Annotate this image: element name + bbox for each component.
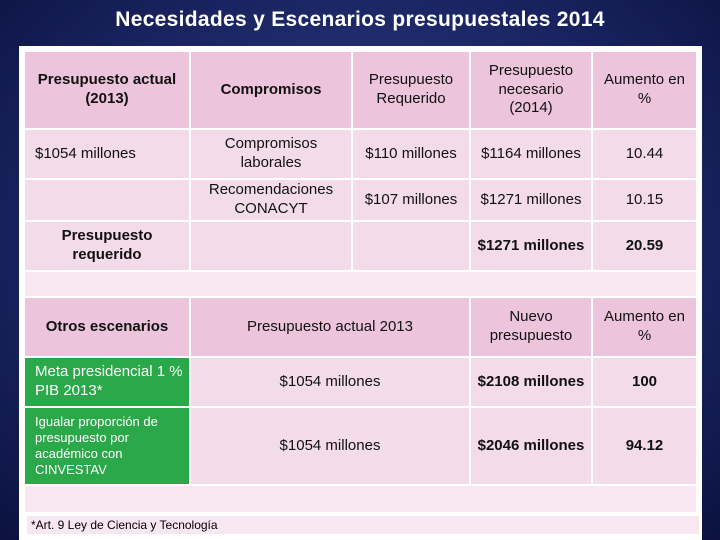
scenario1-new: $2108 millones	[471, 358, 591, 406]
spacer-row	[25, 272, 696, 296]
row2-increase: 10.15	[593, 180, 696, 220]
row1-needed: $1164 millones	[471, 130, 591, 178]
header-new-budget: Nuevo presupuesto	[471, 298, 591, 356]
page-title: Necesidades y Escenarios presupuestales …	[115, 8, 605, 31]
row3-required	[353, 222, 469, 270]
header-required-budget: Presupuesto Requerido	[353, 52, 469, 128]
header-other-scenarios-label: Otros escenarios	[45, 317, 169, 335]
row3-needed: $1271 millones	[471, 222, 591, 270]
scenario1-increase: 100	[593, 358, 696, 406]
row1-increase: 10.44	[593, 130, 696, 178]
scenario2-increase: 94.12	[593, 408, 696, 484]
header-current-2013: Presupuesto actual 2013	[191, 298, 469, 356]
header-commitments: Compromisos	[191, 52, 351, 128]
row2-current-budget	[25, 180, 189, 220]
footnote: *Art. 9 Ley de Ciencia y Tecnología	[27, 516, 699, 534]
row2-required: $107 millones	[353, 180, 469, 220]
scenario1-current: $1054 millones	[191, 358, 469, 406]
header-increase-percent-2: Aumento en %	[593, 298, 696, 356]
row1-current-budget: $1054 millones	[25, 130, 189, 178]
row2-commitment: Recomendaciones CONACYT	[191, 180, 351, 220]
row3-commitment	[191, 222, 351, 270]
row3-label: Presupuesto requerido	[25, 222, 189, 270]
row1-commitment: Compromisos laborales	[191, 130, 351, 178]
scenario2-new: $2046 millones	[471, 408, 591, 484]
scenario-presidential-goal: Meta presidencial 1 % PIB 2013*	[25, 358, 189, 406]
budget-tables-panel: Presupuesto actual (2013) Compromisos Pr…	[19, 46, 702, 540]
scenario-cinvestav: Igualar proporción de presupuesto por ac…	[25, 408, 189, 484]
row3-increase: 20.59	[593, 222, 696, 270]
row2-needed: $1271 millones	[471, 180, 591, 220]
header-current-budget: Presupuesto actual (2013)	[25, 52, 189, 128]
row1-required: $110 millones	[353, 130, 469, 178]
header-other-scenarios: Otros escenarios	[25, 298, 189, 356]
bottom-spacer	[25, 486, 696, 512]
header-increase-percent: Aumento en %	[593, 52, 696, 128]
header-needed-budget: Presupuesto necesario (2014)	[471, 52, 591, 128]
scenario2-current: $1054 millones	[191, 408, 469, 484]
